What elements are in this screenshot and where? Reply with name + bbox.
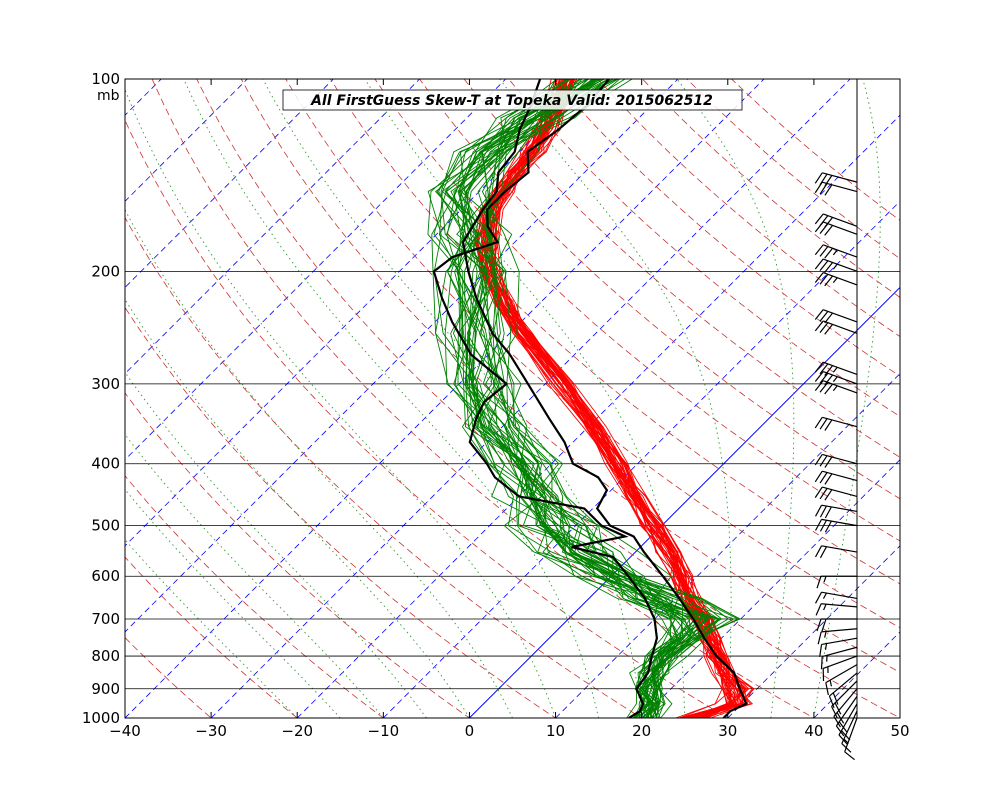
y-tick-label: 100 [91, 70, 120, 88]
pressure-unit-label: mb [97, 88, 120, 104]
y-tick-label: 400 [91, 455, 120, 473]
y-tick-label: 700 [91, 610, 120, 628]
y-tick-label: 600 [91, 567, 120, 585]
y-tick-label: 300 [91, 375, 120, 393]
x-tick-label: 0 [465, 722, 475, 740]
y-tick-label: 200 [91, 262, 120, 280]
y-tick-label: 500 [91, 517, 120, 535]
x-tick-label: 40 [804, 722, 823, 740]
x-tick-label: 50 [890, 722, 909, 740]
x-tick-label: −20 [281, 722, 313, 740]
x-tick-label: −10 [368, 722, 400, 740]
x-tick-label: −30 [195, 722, 227, 740]
chart-title: All FirstGuess Skew-T at Topeka Valid: 2… [310, 93, 713, 109]
y-tick-label: 1000 [82, 709, 120, 727]
y-tick-label: 800 [91, 647, 120, 665]
x-tick-label: 30 [718, 722, 737, 740]
x-tick-label: 20 [632, 722, 651, 740]
wind-barb-flag [821, 657, 822, 670]
x-tick-label: 10 [546, 722, 565, 740]
y-tick-label: 900 [91, 680, 120, 698]
